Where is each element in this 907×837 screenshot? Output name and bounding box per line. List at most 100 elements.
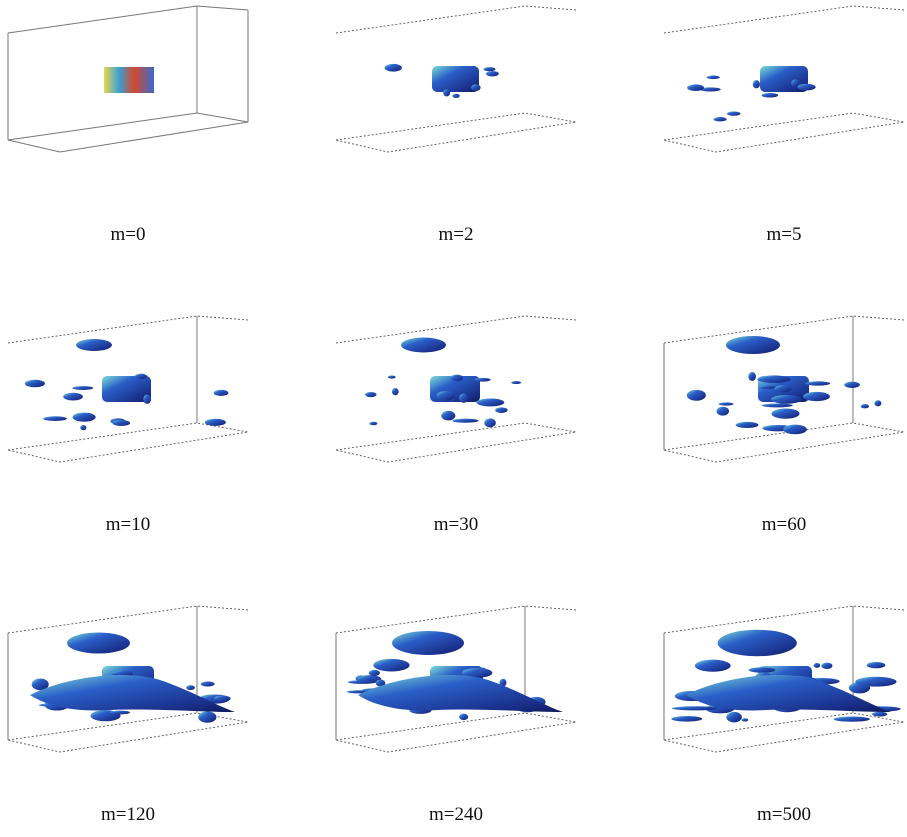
fragment <box>742 718 749 721</box>
box-edge <box>336 423 576 462</box>
fragment <box>110 711 130 715</box>
fragment <box>874 400 881 406</box>
fragment <box>772 408 800 418</box>
fragment <box>821 663 832 669</box>
fragment <box>475 378 491 382</box>
skull <box>30 675 235 712</box>
fragment <box>471 84 480 91</box>
fragment <box>798 84 816 91</box>
box-edge <box>8 316 248 343</box>
panel-label: m=60 <box>762 514 807 535</box>
fragment <box>753 80 760 88</box>
fragment <box>486 71 499 76</box>
fragment <box>459 714 468 720</box>
box-edge <box>664 316 904 343</box>
fragment <box>186 685 195 690</box>
fragment <box>736 422 759 428</box>
fragment <box>511 381 521 384</box>
fragment <box>80 425 86 430</box>
skull <box>358 675 563 712</box>
fragment <box>143 395 151 404</box>
fragment <box>687 84 704 91</box>
volume <box>104 67 154 93</box>
fragment <box>452 419 478 423</box>
fragment <box>695 660 731 672</box>
fragment <box>717 407 730 416</box>
panel <box>664 316 904 462</box>
fragment <box>25 380 45 387</box>
panel-label: m=0 <box>111 224 146 245</box>
box-edge <box>336 316 576 343</box>
fragment <box>872 712 887 717</box>
fragment <box>63 393 83 401</box>
fragment <box>726 712 742 723</box>
fragment <box>719 402 734 405</box>
box-edge <box>336 113 576 152</box>
fragment <box>135 374 147 379</box>
page: m=0m=2m=5m=10m=30m=60m=120m=240m=500 (()… <box>0 0 907 837</box>
fragment <box>774 385 791 392</box>
panel-label: m=500 <box>757 804 811 825</box>
fragment <box>483 67 495 71</box>
fragment <box>861 404 869 408</box>
fragment <box>205 419 226 426</box>
fragment <box>855 677 896 687</box>
fragment <box>436 391 455 401</box>
crest <box>392 631 464 655</box>
fragment <box>72 386 93 390</box>
fragment <box>761 93 778 98</box>
panel <box>336 316 576 462</box>
fragment <box>707 76 720 80</box>
fragment <box>201 681 215 686</box>
fragment <box>477 398 505 406</box>
fragment <box>373 659 409 672</box>
fragment <box>748 372 756 381</box>
fragment <box>484 418 496 427</box>
fragment <box>43 416 67 421</box>
fragment <box>452 94 459 98</box>
panel <box>664 6 904 152</box>
fragment <box>369 670 380 676</box>
panel <box>336 606 576 752</box>
fragment <box>759 386 776 389</box>
crest <box>718 630 797 656</box>
crest <box>401 338 446 353</box>
fragment <box>727 111 741 115</box>
panel <box>8 606 248 752</box>
panel-label: m=5 <box>767 224 802 245</box>
fragment <box>369 422 377 425</box>
panel <box>664 606 904 752</box>
box-edge <box>336 6 576 33</box>
panel <box>8 316 248 462</box>
box-edge <box>8 606 248 633</box>
fragment <box>450 375 463 382</box>
box-edge <box>664 113 904 152</box>
fragment <box>441 411 455 421</box>
fragment <box>112 420 130 426</box>
fragment <box>72 413 95 422</box>
fragment <box>805 381 830 385</box>
fragment <box>672 706 718 710</box>
crest <box>726 336 780 354</box>
box-edge <box>8 6 248 33</box>
fragment <box>392 388 399 395</box>
fragment <box>814 663 821 668</box>
fragment <box>214 696 231 702</box>
panel-label: m=2 <box>439 224 474 245</box>
fragment <box>771 395 802 404</box>
fragment <box>803 392 830 401</box>
box-edge <box>336 713 576 752</box>
box-edge <box>336 606 576 633</box>
fragment <box>671 716 702 722</box>
fragment <box>867 662 886 668</box>
crest <box>67 633 130 654</box>
fragment <box>762 404 793 408</box>
box-edge <box>8 113 248 152</box>
fragment <box>834 717 870 722</box>
fragment <box>749 667 776 672</box>
box-edge <box>664 6 904 33</box>
box-edge <box>8 423 248 462</box>
fragment <box>687 390 706 401</box>
fragment <box>714 117 727 121</box>
box-edge <box>664 606 904 633</box>
